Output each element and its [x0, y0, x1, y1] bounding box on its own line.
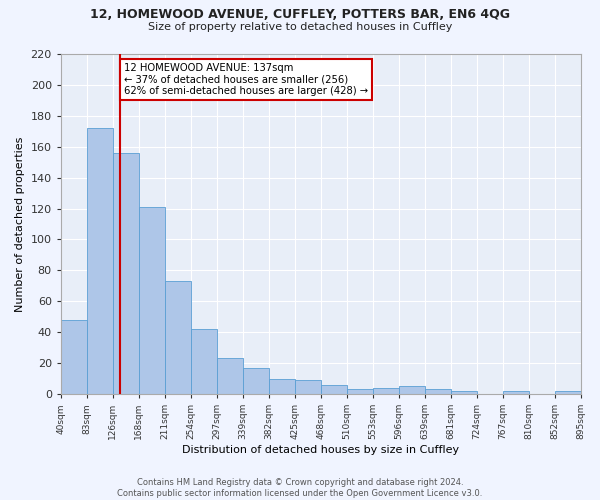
Bar	[243, 368, 269, 394]
Bar	[217, 358, 243, 394]
Bar	[373, 388, 398, 394]
Text: 12, HOMEWOOD AVENUE, CUFFLEY, POTTERS BAR, EN6 4QG: 12, HOMEWOOD AVENUE, CUFFLEY, POTTERS BA…	[90, 8, 510, 20]
Bar	[87, 128, 113, 394]
Bar	[165, 281, 191, 394]
Text: Size of property relative to detached houses in Cuffley: Size of property relative to detached ho…	[148, 22, 452, 32]
Bar	[347, 390, 373, 394]
Bar	[425, 390, 451, 394]
Bar	[61, 320, 87, 394]
Bar	[554, 391, 581, 394]
Bar	[320, 385, 347, 394]
Text: Contains HM Land Registry data © Crown copyright and database right 2024.
Contai: Contains HM Land Registry data © Crown c…	[118, 478, 482, 498]
Bar	[503, 391, 529, 394]
Bar	[295, 380, 320, 394]
Y-axis label: Number of detached properties: Number of detached properties	[15, 136, 25, 312]
X-axis label: Distribution of detached houses by size in Cuffley: Distribution of detached houses by size …	[182, 445, 459, 455]
Bar	[113, 153, 139, 394]
Bar	[269, 378, 295, 394]
Bar	[398, 386, 425, 394]
Bar	[451, 391, 476, 394]
Text: 12 HOMEWOOD AVENUE: 137sqm
← 37% of detached houses are smaller (256)
62% of sem: 12 HOMEWOOD AVENUE: 137sqm ← 37% of deta…	[124, 64, 368, 96]
Bar	[191, 329, 217, 394]
Bar	[139, 207, 165, 394]
